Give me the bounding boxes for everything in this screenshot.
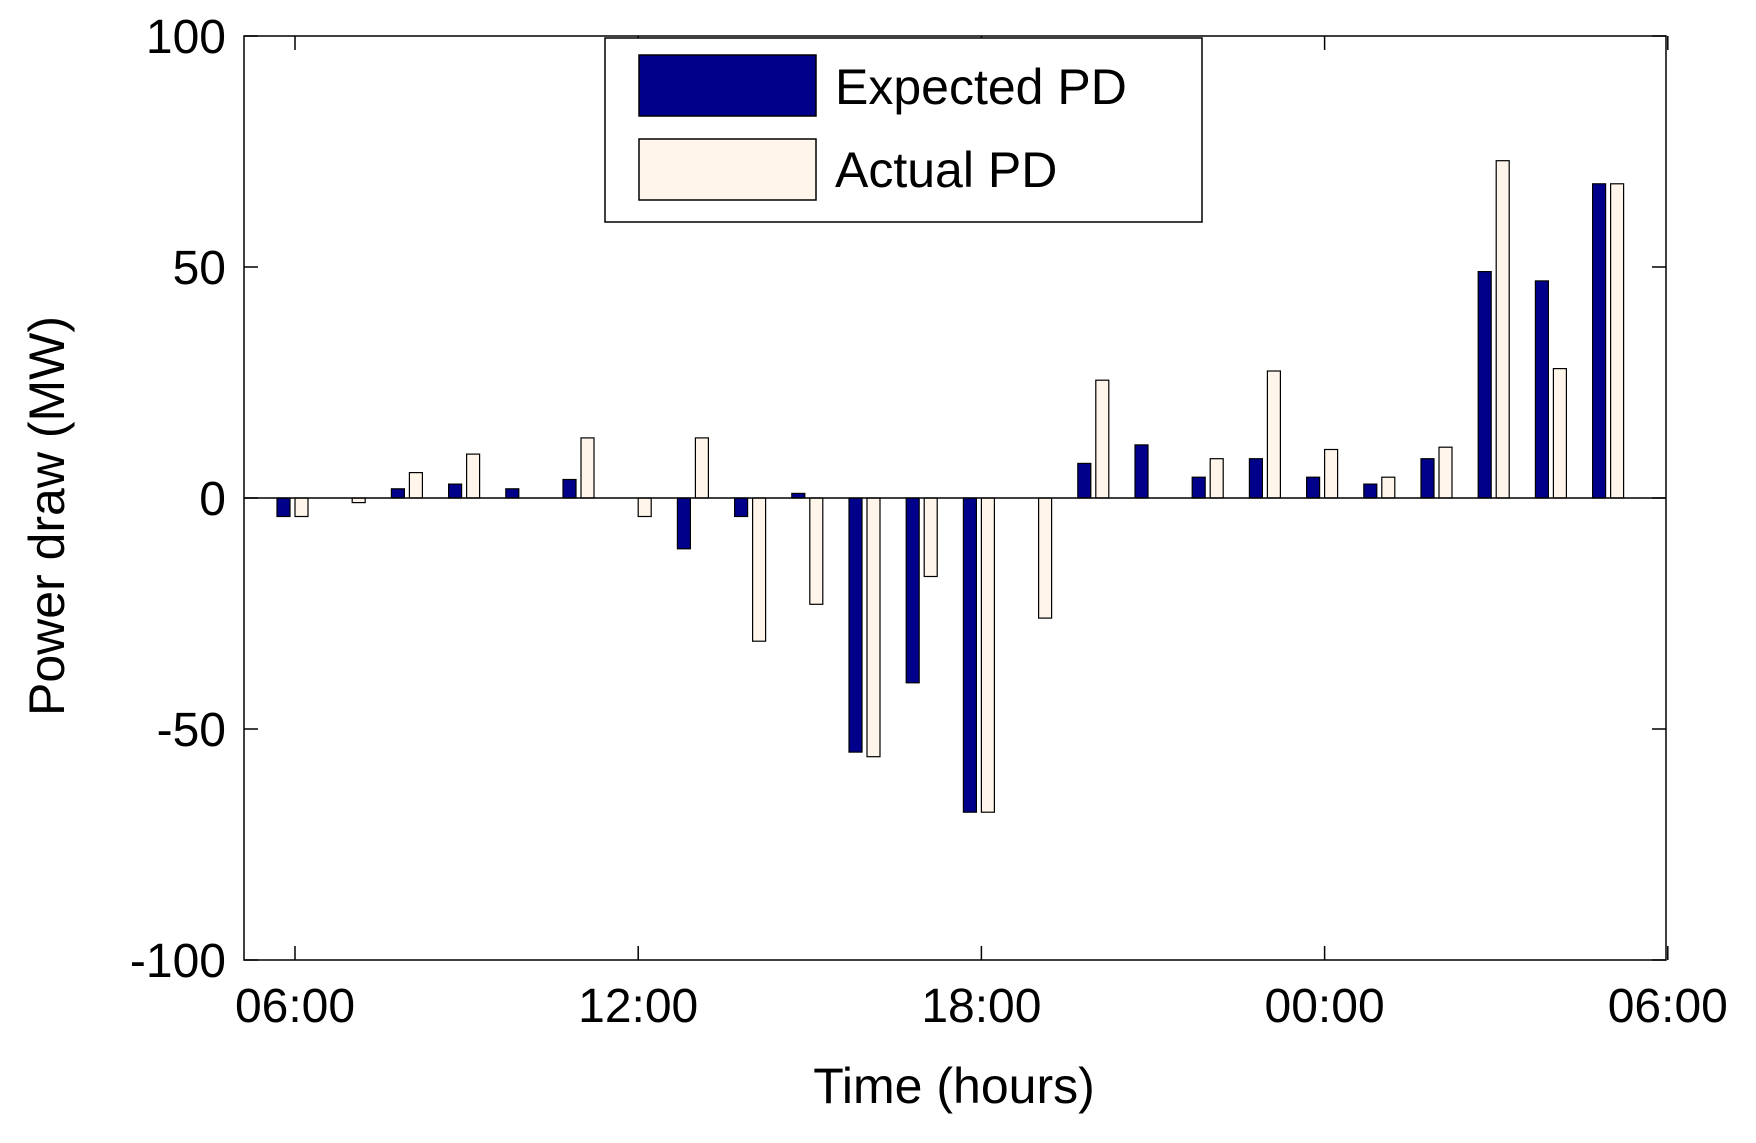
bar-actual	[1609, 183, 1625, 499]
bar-actual	[923, 497, 938, 578]
y-tick-label: -50	[157, 704, 226, 757]
bar-actual	[294, 497, 309, 518]
y-tick-label: -100	[130, 935, 226, 988]
bar-expected	[448, 483, 463, 499]
bar-expected	[1305, 476, 1321, 499]
bars-group	[276, 160, 1625, 813]
bar-expected	[848, 497, 863, 753]
bar-actual	[1323, 448, 1339, 499]
y-tick-label: 50	[173, 242, 226, 295]
legend-swatch-actual	[638, 138, 817, 201]
bar-actual	[1381, 476, 1396, 499]
y-tick-label: 0	[199, 473, 226, 526]
legend-label-actual: Actual PD	[835, 142, 1057, 198]
bar-expected	[676, 497, 692, 550]
bar-expected	[1134, 444, 1149, 499]
x-tick-label: 12:00	[578, 980, 698, 1033]
bar-expected	[1534, 280, 1550, 499]
x-tick-label: 06:00	[235, 980, 355, 1033]
bar-actual	[580, 437, 595, 499]
bar-actual	[637, 497, 652, 518]
bar-actual	[1037, 497, 1053, 619]
bar-actual	[980, 497, 996, 813]
bar-expected	[390, 488, 405, 499]
bar-actual	[408, 472, 423, 499]
bar-actual	[466, 453, 481, 499]
bar-actual	[694, 437, 710, 499]
bar-expected	[1077, 462, 1092, 499]
bar-expected	[1363, 483, 1378, 499]
x-axis-title: Time (hours)	[813, 1058, 1095, 1114]
bar-expected	[1191, 476, 1206, 499]
bar-expected	[1248, 458, 1264, 499]
bar-expected	[276, 497, 291, 518]
bar-expected	[505, 488, 520, 499]
bar-actual	[866, 497, 881, 758]
bar-actual	[1266, 370, 1282, 499]
bar-actual	[1095, 379, 1110, 499]
bar-actual	[1495, 160, 1510, 499]
y-tick-label: 100	[146, 11, 226, 64]
x-tick-label: 00:00	[1265, 980, 1385, 1033]
x-tick-label: 18:00	[921, 980, 1041, 1033]
bar-expected	[562, 478, 577, 499]
bar-expected	[1477, 271, 1492, 499]
legend: Expected PD Actual PD	[604, 37, 1203, 223]
bar-expected	[733, 497, 749, 518]
bar-actual	[1209, 458, 1224, 499]
bar-expected	[962, 497, 978, 813]
axes-group: -100 -50 0 50 100 06:00 12:00 18:00 00:00 06:00	[130, 11, 1728, 1033]
legend-label-expected: Expected PD	[835, 59, 1127, 115]
bar-expected	[905, 497, 920, 684]
legend-swatch-expected	[638, 54, 817, 117]
bar-actual	[809, 497, 824, 605]
bar-actual	[1552, 368, 1568, 499]
bar-expected	[1420, 458, 1435, 499]
bar-actual	[751, 497, 767, 642]
bar-expected	[1591, 183, 1607, 499]
bar-actual	[1438, 446, 1453, 499]
y-axis-title: Power draw (MW)	[19, 316, 75, 716]
x-tick-label: 06:00	[1608, 980, 1728, 1033]
